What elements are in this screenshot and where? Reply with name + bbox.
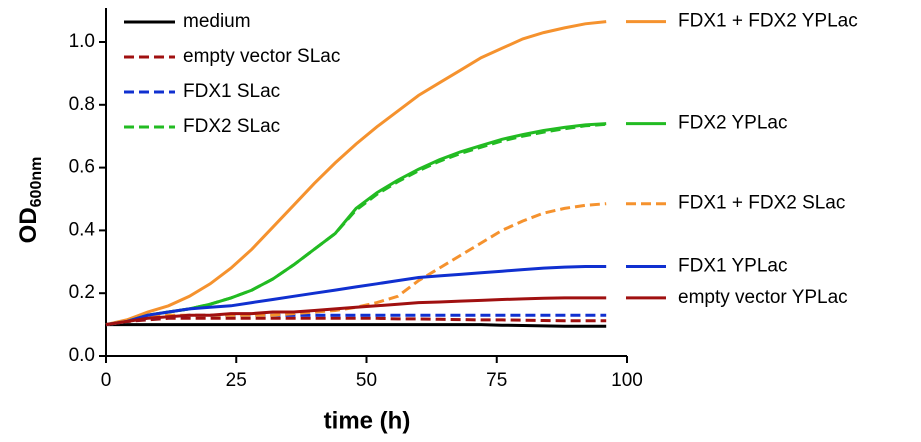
x-tick-label: 50 (356, 370, 377, 391)
x-tick-label: 100 (611, 370, 643, 391)
series-line (105, 265, 607, 327)
legend-label: FDX2 YPLac (678, 113, 787, 134)
series-line (105, 122, 607, 327)
y-label-subscript: 600nm (28, 157, 45, 208)
y-tick-label: 0.4 (69, 219, 96, 240)
y-tick-label: 1.0 (69, 31, 95, 52)
series-line (105, 316, 607, 327)
series-line (105, 20, 607, 327)
legend-label: FDX1 YPLac (678, 256, 787, 277)
legend-label: empty vector YPLac (678, 287, 848, 308)
y-tick-label: 0.2 (69, 282, 95, 303)
legend-label: medium (183, 11, 251, 32)
x-tick-label: 75 (486, 370, 507, 391)
series-line (105, 122, 607, 327)
y-axis-label: OD600nm (15, 157, 45, 244)
y-tick-label: 0.0 (69, 345, 95, 366)
legend-label: empty vector SLac (183, 46, 340, 67)
legend-label: FDX2 SLac (183, 116, 280, 137)
legend-label: FDX1 SLac (183, 81, 280, 102)
legend-label: FDX1 + FDX2 SLac (678, 193, 845, 214)
legend-label: FDX1 + FDX2 YPLac (678, 11, 858, 32)
series-line (106, 323, 607, 328)
x-tick-label: 0 (101, 370, 112, 391)
y-tick-label: 0.6 (69, 157, 95, 178)
x-axis-label: time (h) (324, 407, 411, 434)
y-label-main: OD (15, 207, 42, 243)
series-line (105, 296, 607, 327)
x-tick-label: 25 (226, 370, 247, 391)
y-tick-label: 0.8 (69, 94, 95, 115)
